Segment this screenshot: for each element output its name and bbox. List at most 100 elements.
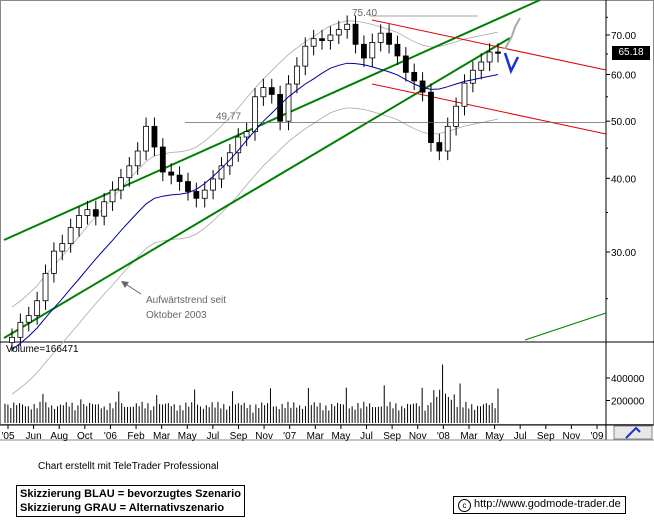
price-tick-label: 50.00	[611, 117, 636, 128]
time-tick-label: Nov	[409, 431, 427, 442]
candle-body	[84, 209, 91, 216]
candle-body	[293, 65, 300, 85]
candle-body	[277, 94, 284, 122]
candle-body	[361, 43, 367, 59]
uptrend-lower-line	[3, 37, 511, 339]
candle-body	[428, 91, 434, 143]
candle-body	[67, 227, 74, 245]
candle-body	[319, 38, 325, 41]
candle-body	[302, 45, 309, 67]
time-tick-label: May	[178, 431, 197, 442]
candle-body	[101, 201, 108, 217]
price-tick-label: 70.00	[611, 31, 636, 42]
candle-body	[402, 55, 409, 73]
time-tick-label: '05	[1, 431, 14, 442]
price-tick-label: 60.00	[611, 70, 636, 81]
time-tick-label: Mar	[460, 431, 478, 442]
annotation-arrow-head	[121, 281, 129, 288]
candle-body	[50, 250, 57, 274]
time-tick-label: '09	[590, 431, 603, 442]
candle-body	[151, 125, 158, 148]
time-tick-label: Jul	[360, 431, 373, 442]
volume-label: Volume=166471	[6, 344, 79, 355]
axes: 70.00 60.00 50.00 40.00 30.00 '05 Jun Aug Oct '06…	[1, 16, 653, 442]
moving-average-line	[11, 62, 499, 350]
time-tick-label: Sep	[230, 431, 248, 442]
time-tick-label: Feb	[127, 431, 145, 442]
candles	[9, 15, 501, 352]
time-tick-label: May	[485, 431, 504, 442]
scenario-legend: Skizzierung BLAU = bevorzugtes Szenario …	[16, 485, 245, 517]
copyright-link[interactable]: c http://www.godmode-trader.de	[453, 496, 626, 514]
time-tick-label: Nov	[562, 431, 580, 442]
candle-body	[210, 178, 217, 191]
bollinger-bands	[11, 20, 499, 395]
time-tick-label: Mar	[153, 431, 171, 442]
volume-tick-label: 200000	[611, 397, 645, 408]
time-tick-label: Sep	[537, 431, 555, 442]
upper-band	[11, 20, 499, 308]
downtrend-upper-line	[371, 19, 607, 71]
copyright-icon: c	[458, 499, 471, 512]
annotation-uptrend-line2: Oktober 2003	[146, 310, 207, 321]
time-tick-label: '07	[283, 431, 296, 442]
candle-body	[461, 82, 468, 107]
candle-body	[76, 215, 82, 228]
price-tick-label: 40.00	[611, 174, 636, 185]
time-tick-label: '06	[104, 431, 117, 442]
candle-body	[17, 321, 24, 338]
annotation-4977: 49,77	[216, 111, 241, 122]
candle-body	[143, 125, 149, 152]
candle-body	[495, 51, 501, 54]
legend-gray-scenario: Skizzierung GRAU = Alternativszenario	[20, 502, 225, 514]
time-tick-label: '08	[437, 431, 450, 442]
candle-body	[159, 146, 166, 173]
candle-body	[59, 243, 66, 252]
uptrend-upper-line	[3, 0, 541, 241]
candle-body	[436, 142, 443, 152]
candle-body	[25, 315, 32, 323]
annotations: 75.40 49,77 Aufwärtstrend seit Oktober 2003	[121, 8, 606, 321]
lower-band	[11, 107, 499, 395]
long-term-trend-line	[524, 312, 607, 341]
volume-tick-label: 400000	[611, 374, 645, 385]
time-tick-label: Jul	[514, 431, 527, 442]
candle-body	[411, 71, 418, 82]
candle-body	[369, 42, 376, 59]
last-price-badge: 65.18	[612, 46, 650, 60]
trend-icon	[625, 426, 641, 439]
time-tick-label: Oct	[77, 431, 93, 442]
time-tick-label: May	[331, 431, 350, 442]
candle-body	[168, 171, 175, 176]
candle-body	[185, 181, 191, 192]
gray-scenario-sketch	[504, 17, 521, 50]
candle-body	[469, 69, 476, 84]
time-tick-label: Mar	[307, 431, 325, 442]
time-tick-label: Jul	[206, 431, 219, 442]
candle-body	[478, 61, 485, 71]
candle-body	[285, 83, 292, 122]
blue-scenario-sketch	[503, 52, 520, 75]
volume-bars: Volume=166471 400000 200000	[4, 344, 645, 423]
candle-body	[243, 131, 250, 138]
candle-body	[9, 336, 15, 343]
candle-body	[327, 34, 334, 41]
candle-body	[352, 23, 359, 45]
candle-body	[92, 209, 99, 217]
time-tick-label: Sep	[383, 431, 401, 442]
legend-blue-scenario: Skizzierung BLAU = bevorzugtes Szenario	[20, 488, 241, 500]
annotation-uptrend-line1: Aufwärtstrend seit	[146, 295, 226, 306]
candle-body	[118, 177, 124, 191]
candle-body	[34, 300, 41, 317]
scroll-icon	[613, 425, 653, 440]
candle-body	[268, 87, 275, 95]
candle-body	[218, 165, 225, 180]
candle-body	[42, 272, 49, 302]
candle-body	[394, 43, 401, 57]
candle-body	[335, 29, 342, 36]
candle-body	[444, 125, 451, 152]
candle-body	[453, 105, 460, 127]
candle-body	[235, 136, 242, 154]
candle-body	[252, 96, 258, 133]
